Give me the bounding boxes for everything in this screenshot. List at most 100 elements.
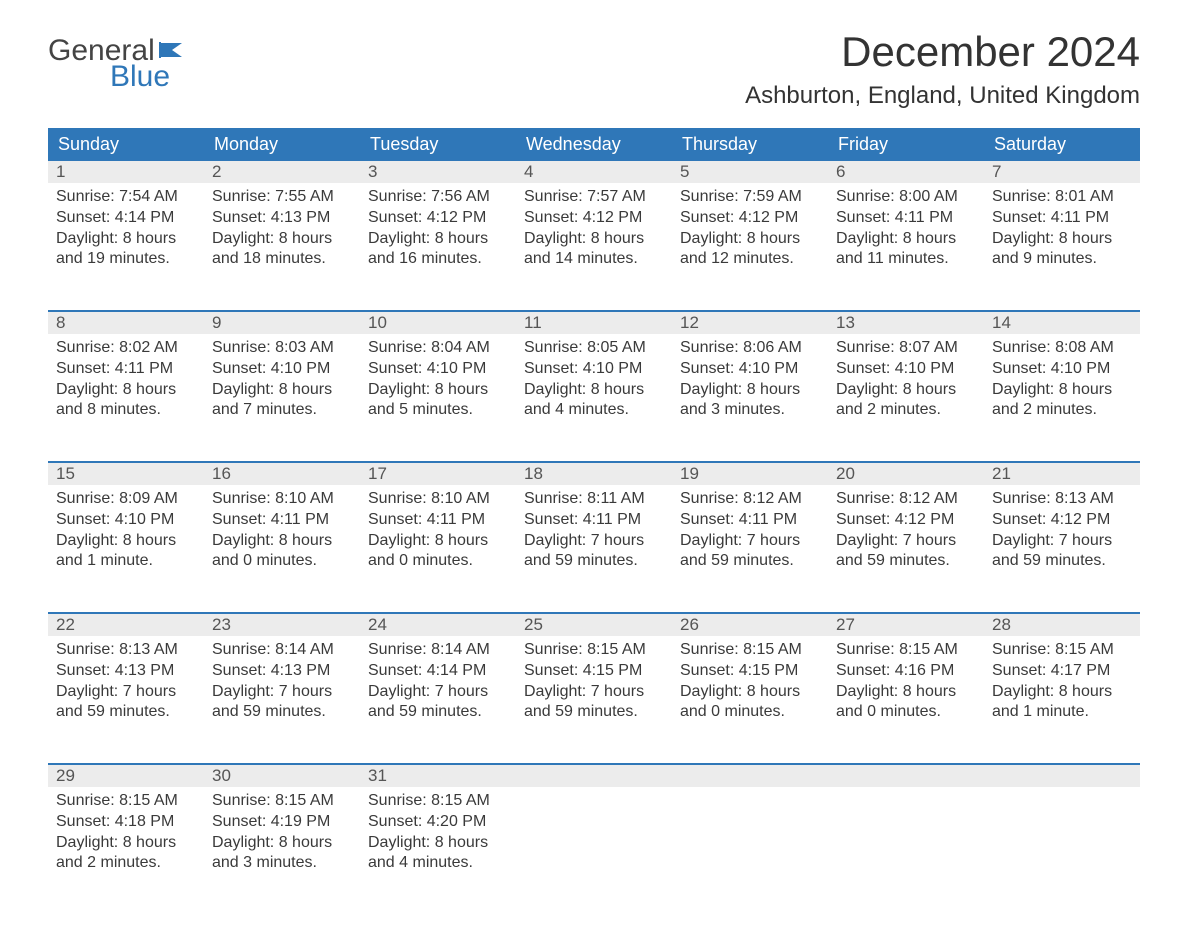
- day-details-cell: Sunrise: 8:15 AMSunset: 4:20 PMDaylight:…: [360, 787, 516, 915]
- sunset-text: Sunset: 4:13 PM: [56, 661, 196, 682]
- day-number-row: 1234567: [48, 161, 1140, 183]
- day-details-row: Sunrise: 8:02 AMSunset: 4:11 PMDaylight:…: [48, 334, 1140, 462]
- day-number-cell: 25: [516, 613, 672, 636]
- weekday-header-row: Sunday Monday Tuesday Wednesday Thursday…: [48, 128, 1140, 161]
- day-number-cell: 7: [984, 161, 1140, 183]
- sunrise-text: Sunrise: 8:03 AM: [212, 338, 352, 359]
- sunset-text: Sunset: 4:19 PM: [212, 812, 352, 833]
- day-number-cell: 21: [984, 462, 1140, 485]
- day-details-cell: Sunrise: 7:55 AMSunset: 4:13 PMDaylight:…: [204, 183, 360, 311]
- sunrise-text: Sunrise: 8:05 AM: [524, 338, 664, 359]
- page-header: General Blue December 2024 Ashburton, En…: [48, 28, 1140, 124]
- sunrise-text: Sunrise: 8:11 AM: [524, 489, 664, 510]
- weekday-header: Sunday: [48, 128, 204, 161]
- day-number-cell: [828, 764, 984, 787]
- daylight-text: Daylight: 8 hours and 0 minutes.: [836, 682, 976, 724]
- sunset-text: Sunset: 4:10 PM: [680, 359, 820, 380]
- day-details-cell: Sunrise: 8:15 AMSunset: 4:16 PMDaylight:…: [828, 636, 984, 764]
- sunset-text: Sunset: 4:11 PM: [524, 510, 664, 531]
- daylight-text: Daylight: 8 hours and 8 minutes.: [56, 380, 196, 422]
- daylight-text: Daylight: 8 hours and 4 minutes.: [368, 833, 508, 875]
- sunrise-text: Sunrise: 7:54 AM: [56, 187, 196, 208]
- day-number-cell: 31: [360, 764, 516, 787]
- day-number-cell: 3: [360, 161, 516, 183]
- daylight-text: Daylight: 8 hours and 2 minutes.: [56, 833, 196, 875]
- weekday-header: Wednesday: [516, 128, 672, 161]
- sunrise-text: Sunrise: 8:14 AM: [212, 640, 352, 661]
- sunset-text: Sunset: 4:11 PM: [212, 510, 352, 531]
- day-number-cell: 2: [204, 161, 360, 183]
- sunrise-text: Sunrise: 8:14 AM: [368, 640, 508, 661]
- sunset-text: Sunset: 4:10 PM: [836, 359, 976, 380]
- sunrise-text: Sunrise: 8:15 AM: [524, 640, 664, 661]
- sunrise-text: Sunrise: 8:04 AM: [368, 338, 508, 359]
- sunrise-text: Sunrise: 8:09 AM: [56, 489, 196, 510]
- day-details-cell: Sunrise: 8:15 AMSunset: 4:18 PMDaylight:…: [48, 787, 204, 915]
- daylight-text: Daylight: 8 hours and 2 minutes.: [836, 380, 976, 422]
- daylight-text: Daylight: 8 hours and 0 minutes.: [368, 531, 508, 573]
- sunset-text: Sunset: 4:11 PM: [56, 359, 196, 380]
- day-details-cell: Sunrise: 8:04 AMSunset: 4:10 PMDaylight:…: [360, 334, 516, 462]
- sunrise-text: Sunrise: 8:08 AM: [992, 338, 1132, 359]
- day-details-cell: [984, 787, 1140, 915]
- day-number-cell: 19: [672, 462, 828, 485]
- daylight-text: Daylight: 8 hours and 19 minutes.: [56, 229, 196, 271]
- sunrise-text: Sunrise: 8:07 AM: [836, 338, 976, 359]
- weekday-header: Monday: [204, 128, 360, 161]
- sunrise-text: Sunrise: 8:13 AM: [56, 640, 196, 661]
- day-details-row: Sunrise: 7:54 AMSunset: 4:14 PMDaylight:…: [48, 183, 1140, 311]
- day-details-cell: Sunrise: 8:15 AMSunset: 4:19 PMDaylight:…: [204, 787, 360, 915]
- day-details-cell: Sunrise: 8:06 AMSunset: 4:10 PMDaylight:…: [672, 334, 828, 462]
- location-subtitle: Ashburton, England, United Kingdom: [745, 82, 1140, 110]
- day-details-cell: [516, 787, 672, 915]
- day-details-cell: [672, 787, 828, 915]
- sunset-text: Sunset: 4:10 PM: [212, 359, 352, 380]
- day-number-cell: 17: [360, 462, 516, 485]
- sunset-text: Sunset: 4:13 PM: [212, 208, 352, 229]
- day-details-cell: Sunrise: 8:15 AMSunset: 4:15 PMDaylight:…: [516, 636, 672, 764]
- daylight-text: Daylight: 8 hours and 7 minutes.: [212, 380, 352, 422]
- day-details-cell: Sunrise: 8:15 AMSunset: 4:17 PMDaylight:…: [984, 636, 1140, 764]
- daylight-text: Daylight: 7 hours and 59 minutes.: [524, 682, 664, 724]
- daylight-text: Daylight: 7 hours and 59 minutes.: [992, 531, 1132, 573]
- day-number-cell: 14: [984, 311, 1140, 334]
- sunset-text: Sunset: 4:10 PM: [992, 359, 1132, 380]
- sunset-text: Sunset: 4:11 PM: [836, 208, 976, 229]
- logo: General Blue: [48, 36, 184, 92]
- day-details-cell: Sunrise: 8:05 AMSunset: 4:10 PMDaylight:…: [516, 334, 672, 462]
- day-number-cell: 12: [672, 311, 828, 334]
- daylight-text: Daylight: 8 hours and 12 minutes.: [680, 229, 820, 271]
- sunrise-text: Sunrise: 8:13 AM: [992, 489, 1132, 510]
- sunset-text: Sunset: 4:15 PM: [680, 661, 820, 682]
- sunset-text: Sunset: 4:17 PM: [992, 661, 1132, 682]
- sunrise-text: Sunrise: 8:00 AM: [836, 187, 976, 208]
- day-details-cell: Sunrise: 8:10 AMSunset: 4:11 PMDaylight:…: [360, 485, 516, 613]
- day-number-cell: 16: [204, 462, 360, 485]
- sunset-text: Sunset: 4:12 PM: [992, 510, 1132, 531]
- day-details-cell: Sunrise: 8:14 AMSunset: 4:14 PMDaylight:…: [360, 636, 516, 764]
- day-details-cell: Sunrise: 8:14 AMSunset: 4:13 PMDaylight:…: [204, 636, 360, 764]
- day-number-cell: [984, 764, 1140, 787]
- day-number-cell: [672, 764, 828, 787]
- sunrise-text: Sunrise: 7:56 AM: [368, 187, 508, 208]
- daylight-text: Daylight: 7 hours and 59 minutes.: [212, 682, 352, 724]
- sunset-text: Sunset: 4:18 PM: [56, 812, 196, 833]
- sunset-text: Sunset: 4:11 PM: [368, 510, 508, 531]
- sunset-text: Sunset: 4:16 PM: [836, 661, 976, 682]
- day-number-cell: 29: [48, 764, 204, 787]
- day-details-cell: Sunrise: 8:13 AMSunset: 4:12 PMDaylight:…: [984, 485, 1140, 613]
- day-number-cell: 20: [828, 462, 984, 485]
- day-details-cell: Sunrise: 8:11 AMSunset: 4:11 PMDaylight:…: [516, 485, 672, 613]
- day-number-cell: 26: [672, 613, 828, 636]
- day-number-cell: 23: [204, 613, 360, 636]
- day-details-row: Sunrise: 8:09 AMSunset: 4:10 PMDaylight:…: [48, 485, 1140, 613]
- sunset-text: Sunset: 4:14 PM: [56, 208, 196, 229]
- daylight-text: Daylight: 8 hours and 1 minute.: [56, 531, 196, 573]
- sunrise-text: Sunrise: 8:12 AM: [836, 489, 976, 510]
- sunrise-text: Sunrise: 8:15 AM: [680, 640, 820, 661]
- daylight-text: Daylight: 8 hours and 18 minutes.: [212, 229, 352, 271]
- day-details-cell: Sunrise: 7:56 AMSunset: 4:12 PMDaylight:…: [360, 183, 516, 311]
- day-number-cell: 10: [360, 311, 516, 334]
- calendar-table: Sunday Monday Tuesday Wednesday Thursday…: [48, 128, 1140, 915]
- day-number-cell: 27: [828, 613, 984, 636]
